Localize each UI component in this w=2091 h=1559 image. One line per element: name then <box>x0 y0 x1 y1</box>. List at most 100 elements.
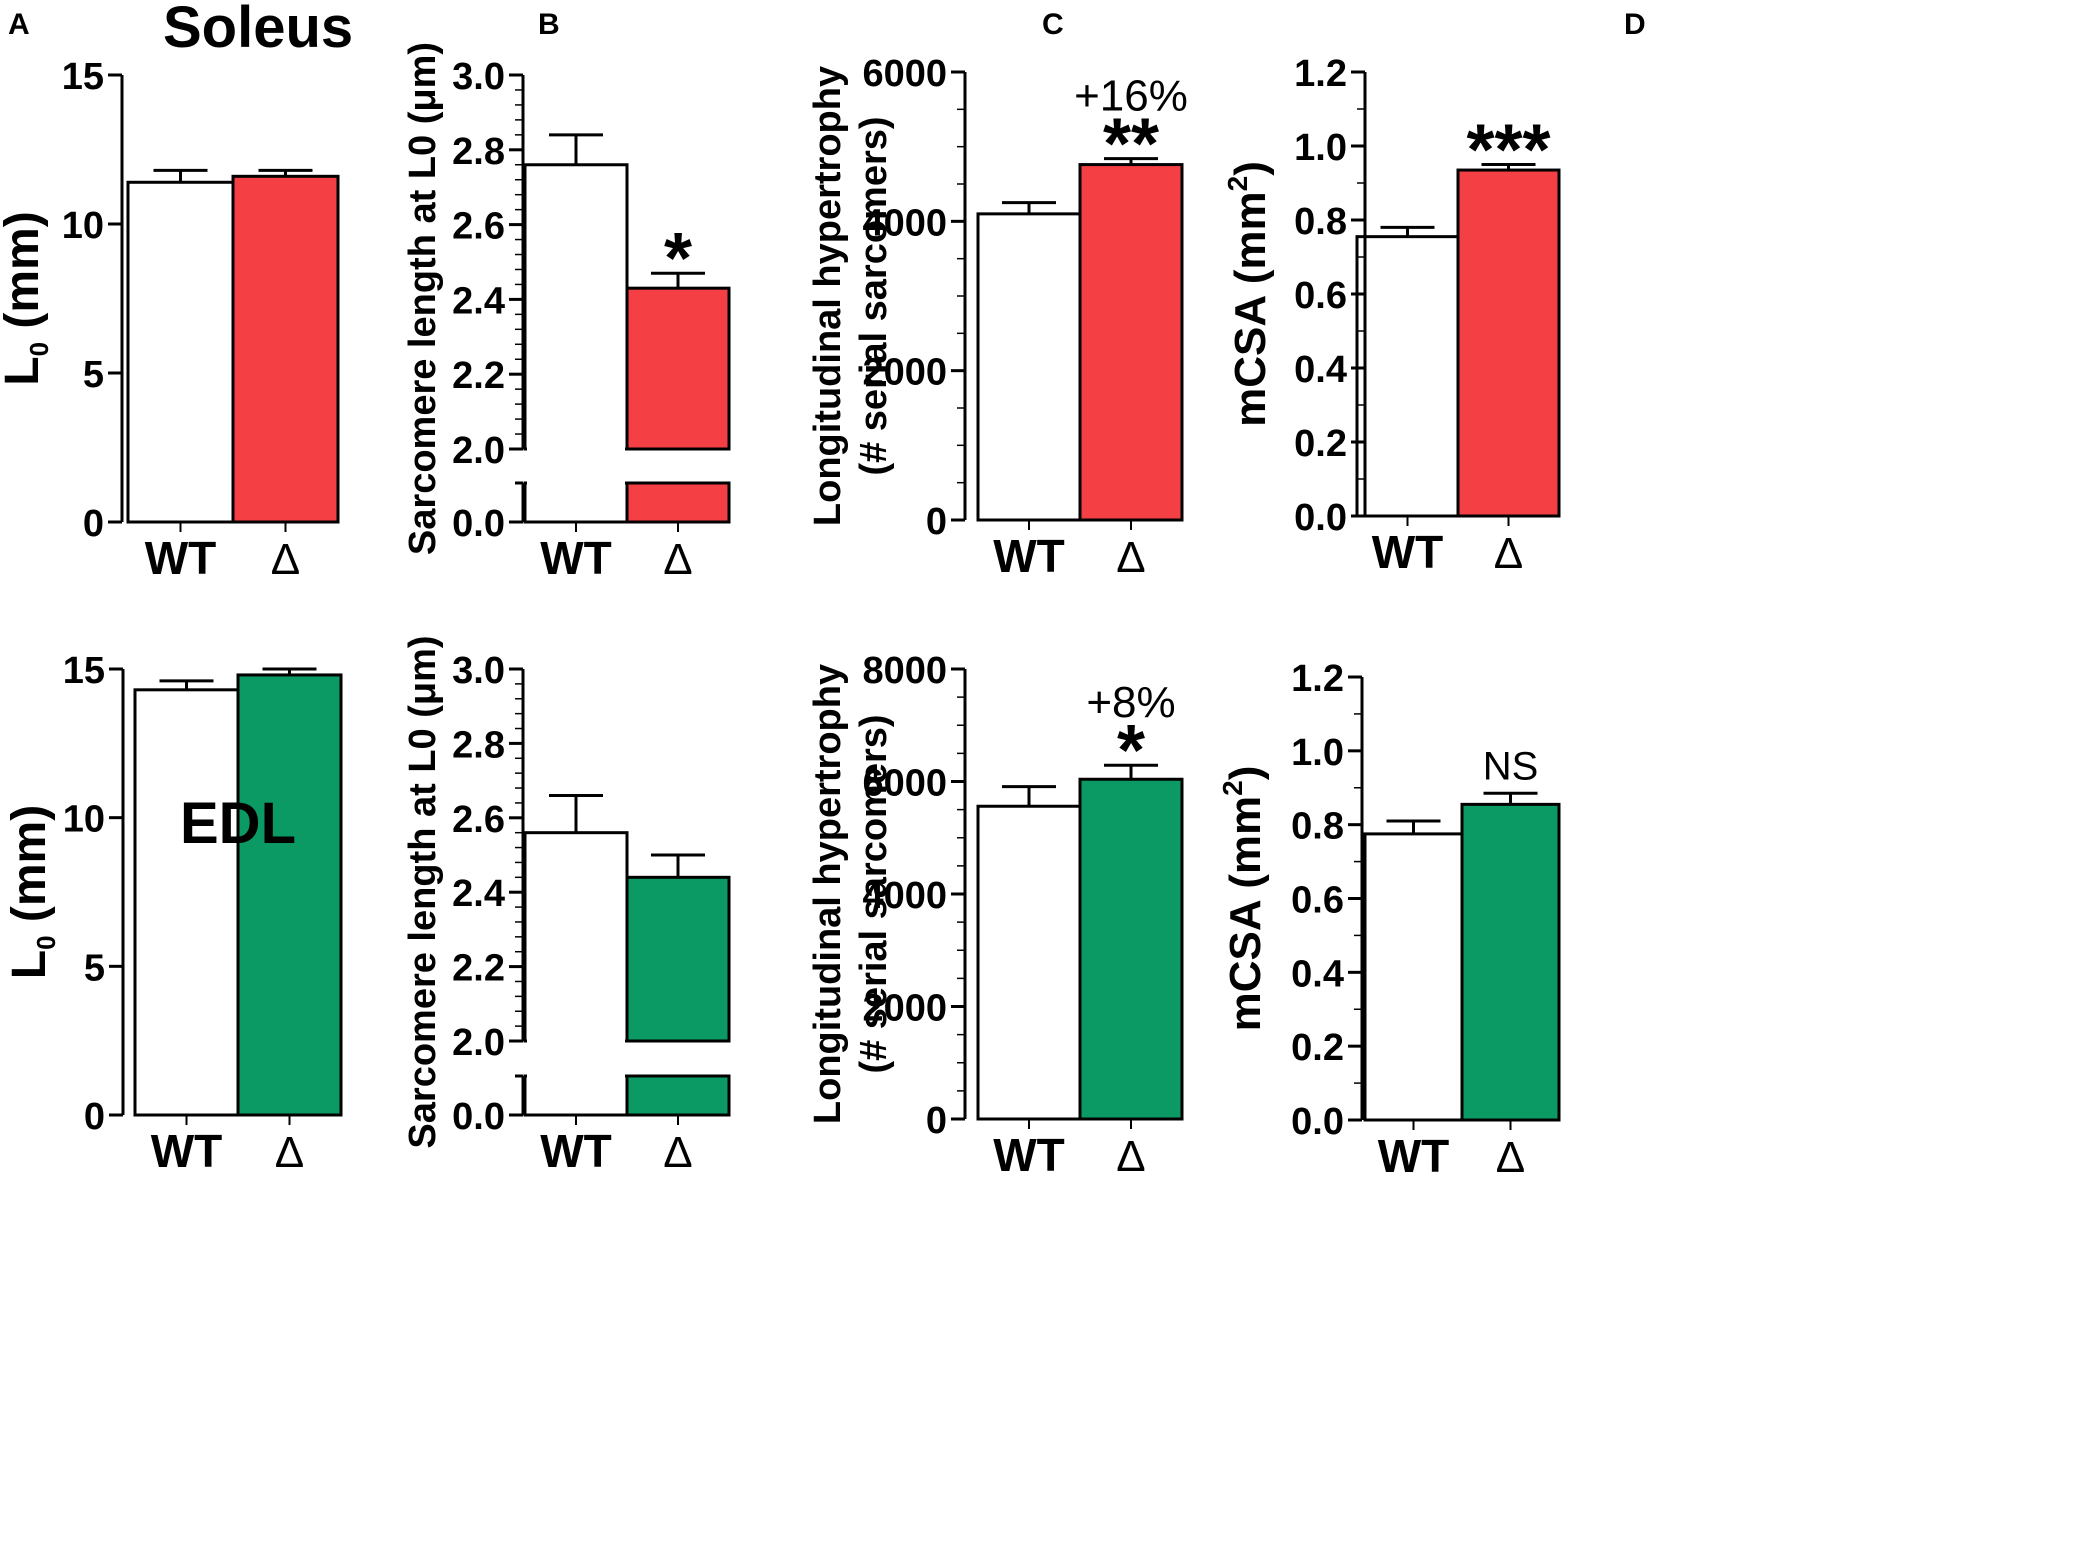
y-tick-label: 8000 <box>862 650 947 692</box>
y-tick-label: 0.2 <box>1294 423 1347 465</box>
y-tick-label: 0.0 <box>452 1096 505 1138</box>
y-tick-label: 0 <box>926 1100 947 1142</box>
bar-delta <box>1078 163 1184 522</box>
y-tick-label: 15 <box>62 56 104 98</box>
x-tick-label-delta: Δ <box>1496 1133 1525 1182</box>
y-tick-label: 15 <box>63 650 105 692</box>
bar-wt <box>976 212 1082 522</box>
y-tick-label: 0 <box>83 503 104 545</box>
y-axis-label: Sarcomere length at L0 (μm) <box>402 42 444 555</box>
x-tick-label-delta: Δ <box>663 1128 692 1177</box>
chart-soleus-l0: WT Δ 0 5 10 15 L0 (mm) <box>0 56 340 584</box>
y-tick-label: 3.0 <box>452 56 505 98</box>
y-tick-label: 0.4 <box>1294 349 1347 391</box>
y-axis-label: L0 (mm) <box>0 211 54 385</box>
x-tick-label-wt: WT <box>993 1129 1065 1181</box>
panel-letter-b: B <box>538 8 560 41</box>
y-tick-label: 6000 <box>862 763 947 805</box>
x-tick-label-wt: WT <box>993 530 1065 582</box>
x-tick-label-delta: Δ <box>1116 1132 1145 1181</box>
significance-ns: NS <box>1483 744 1539 788</box>
y-tick-label: 2.6 <box>452 799 505 841</box>
y-tick-label: 0.0 <box>452 503 505 545</box>
bar-delta <box>236 673 343 1117</box>
bar-delta <box>1460 802 1561 1122</box>
chart-edl-l0: WT Δ 0 5 10 15 L0 (mm) <box>3 650 343 1177</box>
y-tick-label: 2000 <box>862 988 947 1030</box>
bar-wt <box>126 180 235 524</box>
y-tick-label: 0.0 <box>1294 497 1347 539</box>
y-axis-label: Longitudinal hypertrophy (# serial sarcom… <box>807 66 895 526</box>
bar-wt <box>133 688 240 1117</box>
y-tick-label: 0.6 <box>1291 880 1344 922</box>
bar-delta <box>1078 777 1184 1121</box>
y-tick-label: 4000 <box>862 875 947 917</box>
y-tick-label: 10 <box>63 799 105 841</box>
y-tick-label: 0.0 <box>1291 1101 1344 1143</box>
x-tick-label-wt: WT <box>540 532 612 584</box>
y-tick-label: 0.8 <box>1291 806 1344 848</box>
significance-stars: *** <box>1466 111 1550 191</box>
y-tick-label: 2.8 <box>452 131 505 173</box>
x-tick-label-delta: Δ <box>663 535 692 584</box>
y-tick-label: 2000 <box>862 352 947 394</box>
chart-soleus-mcsa: WT Δ 0.0 0.2 0.4 0.6 0.8 1.0 1.2 mCSA (mm2) *** <box>1222 53 1561 578</box>
significance-stars: * <box>664 219 692 299</box>
y-tick-label: 10 <box>62 205 104 247</box>
bar-WT-lower <box>523 1074 629 1117</box>
muscle-title-soleus: Soleus <box>163 0 354 60</box>
y-tick-label: 2.2 <box>452 355 505 397</box>
percent-change-label: +8% <box>1086 678 1175 727</box>
bar-wt <box>1363 832 1464 1122</box>
y-axis-label: Longitudinal hypertrophy (# serial sarcom… <box>807 664 895 1124</box>
y-tick-label: 2.4 <box>452 873 505 915</box>
panel-letter-d: D <box>1624 8 1646 41</box>
y-tick-label: 6000 <box>862 53 947 95</box>
y-tick-label: 2.8 <box>452 724 505 766</box>
chart-edl-mcsa: WT Δ 0.0 0.2 0.4 0.6 0.8 1.0 1.2 mCSA (mm2) NS <box>1217 658 1561 1182</box>
bar-Δ-upper <box>625 875 731 1043</box>
x-tick-label-delta: Δ <box>271 535 300 584</box>
y-tick-label: 0 <box>84 1096 105 1138</box>
y-tick-label: 5 <box>83 354 104 396</box>
y-axis-label: Sarcomere length at L0 (μm) <box>402 635 444 1148</box>
x-tick-label-wt: WT <box>1372 526 1444 578</box>
y-tick-label: 1.0 <box>1294 127 1347 169</box>
x-tick-label-delta: Δ <box>1116 533 1145 582</box>
panel-letter-a: A <box>8 8 30 41</box>
bar-wt <box>976 804 1082 1121</box>
y-tick-label: 1.2 <box>1291 658 1344 700</box>
significance-stars: * <box>1117 711 1145 791</box>
y-tick-label: 0 <box>926 501 947 543</box>
muscle-title-edl: EDL <box>180 791 296 856</box>
y-tick-label: 1.0 <box>1291 732 1344 774</box>
y-tick-label: 0.6 <box>1294 275 1347 317</box>
y-tick-label: 0.4 <box>1291 953 1344 995</box>
bar-WT-upper <box>523 163 629 451</box>
y-axis-label: mCSA (mm2) <box>1222 161 1275 427</box>
x-tick-label-wt: WT <box>145 532 217 584</box>
y-tick-label: 2.4 <box>452 280 505 322</box>
x-tick-label-delta: Δ <box>1494 529 1523 578</box>
panel-letter-c: C <box>1042 8 1064 41</box>
bar-delta <box>231 174 340 524</box>
y-tick-label: 1.2 <box>1294 53 1347 95</box>
y-tick-label: 2.0 <box>452 1022 505 1064</box>
y-tick-label: 2.6 <box>452 206 505 248</box>
y-tick-label: 0.8 <box>1294 201 1347 243</box>
x-tick-label-delta: Δ <box>275 1128 304 1177</box>
y-tick-label: 2.0 <box>452 430 505 472</box>
y-tick-label: 0.2 <box>1291 1027 1344 1069</box>
bar-WT-lower <box>523 481 629 524</box>
x-tick-label-wt: WT <box>1378 1130 1450 1182</box>
bar-WT-upper <box>523 831 629 1043</box>
significance-stars: ** <box>1103 105 1159 185</box>
y-tick-label: 2.2 <box>452 948 505 990</box>
y-tick-label: 5 <box>84 947 105 989</box>
percent-change-label: +16% <box>1074 72 1188 121</box>
bar-Δ-lower <box>625 481 731 524</box>
